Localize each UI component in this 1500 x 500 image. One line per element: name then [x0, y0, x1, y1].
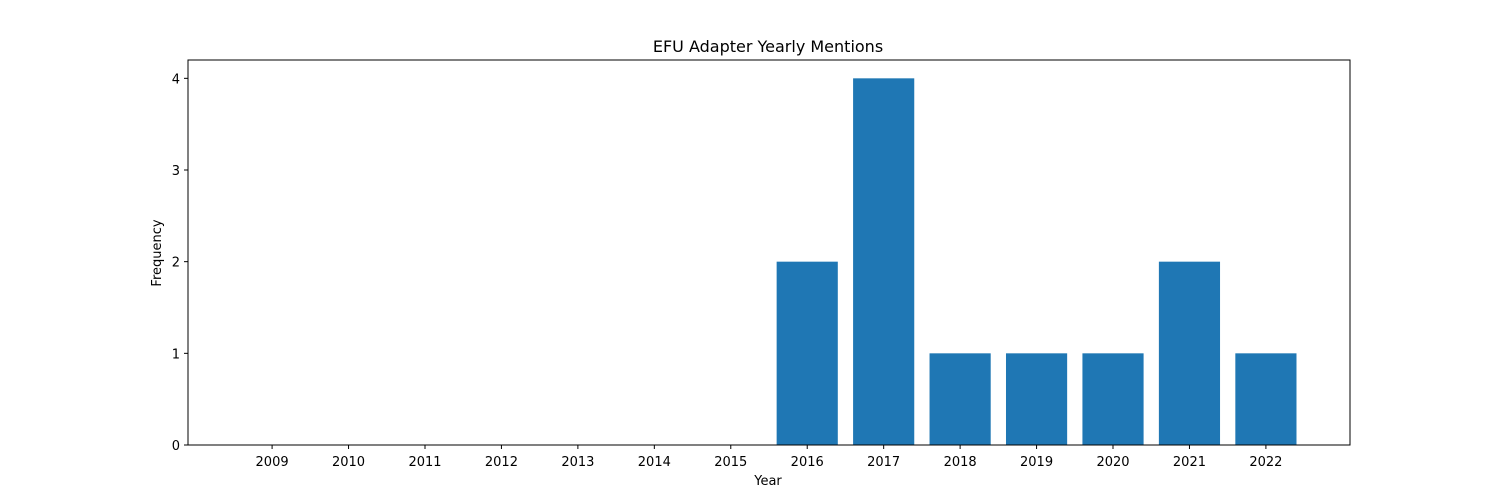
bar-2016: [776, 261, 838, 445]
x-tick-label-2016: 2016: [791, 455, 824, 470]
x-axis-label: Year: [753, 474, 782, 489]
bar-2020: [1082, 353, 1144, 445]
x-tick-label-2011: 2011: [408, 455, 441, 470]
bar-2022: [1235, 353, 1297, 445]
x-tick-label-2015: 2015: [714, 455, 747, 470]
y-tick-label-1: 1: [172, 347, 180, 362]
x-tick-label-2021: 2021: [1173, 455, 1206, 470]
plot-frame: [187, 59, 1351, 446]
y-tick-label-2: 2: [172, 256, 180, 271]
bar-2021: [1158, 261, 1221, 445]
x-tick-label-2014: 2014: [638, 455, 671, 470]
bar-2018: [929, 353, 991, 445]
x-tick-label-2010: 2010: [332, 455, 365, 470]
bars-group: [776, 78, 1297, 445]
x-tick-label-2012: 2012: [485, 455, 518, 470]
chart-title: EFU Adapter Yearly Mentions: [653, 37, 883, 56]
y-tick-label-4: 4: [172, 72, 180, 87]
y-tick-label-3: 3: [172, 164, 180, 179]
bar-2017: [853, 78, 915, 445]
y-axis-label: Frequency: [150, 219, 165, 286]
x-tick-label-2022: 2022: [1249, 455, 1282, 470]
x-axis: 2009 2010 2011 2012 2013 2014 2015 2016 2017 2018…: [256, 445, 1282, 470]
x-tick-label-2009: 2009: [256, 455, 289, 470]
x-tick-label-2019: 2019: [1020, 455, 1053, 470]
bar-2019: [1005, 353, 1068, 445]
x-tick-label-2017: 2017: [867, 455, 900, 470]
x-tick-label-2020: 2020: [1096, 455, 1129, 470]
y-axis: 0 1 2 3 4: [172, 72, 188, 454]
y-tick-label-0: 0: [172, 439, 180, 454]
x-tick-label-2013: 2013: [561, 455, 594, 470]
x-tick-label-2018: 2018: [944, 455, 977, 470]
